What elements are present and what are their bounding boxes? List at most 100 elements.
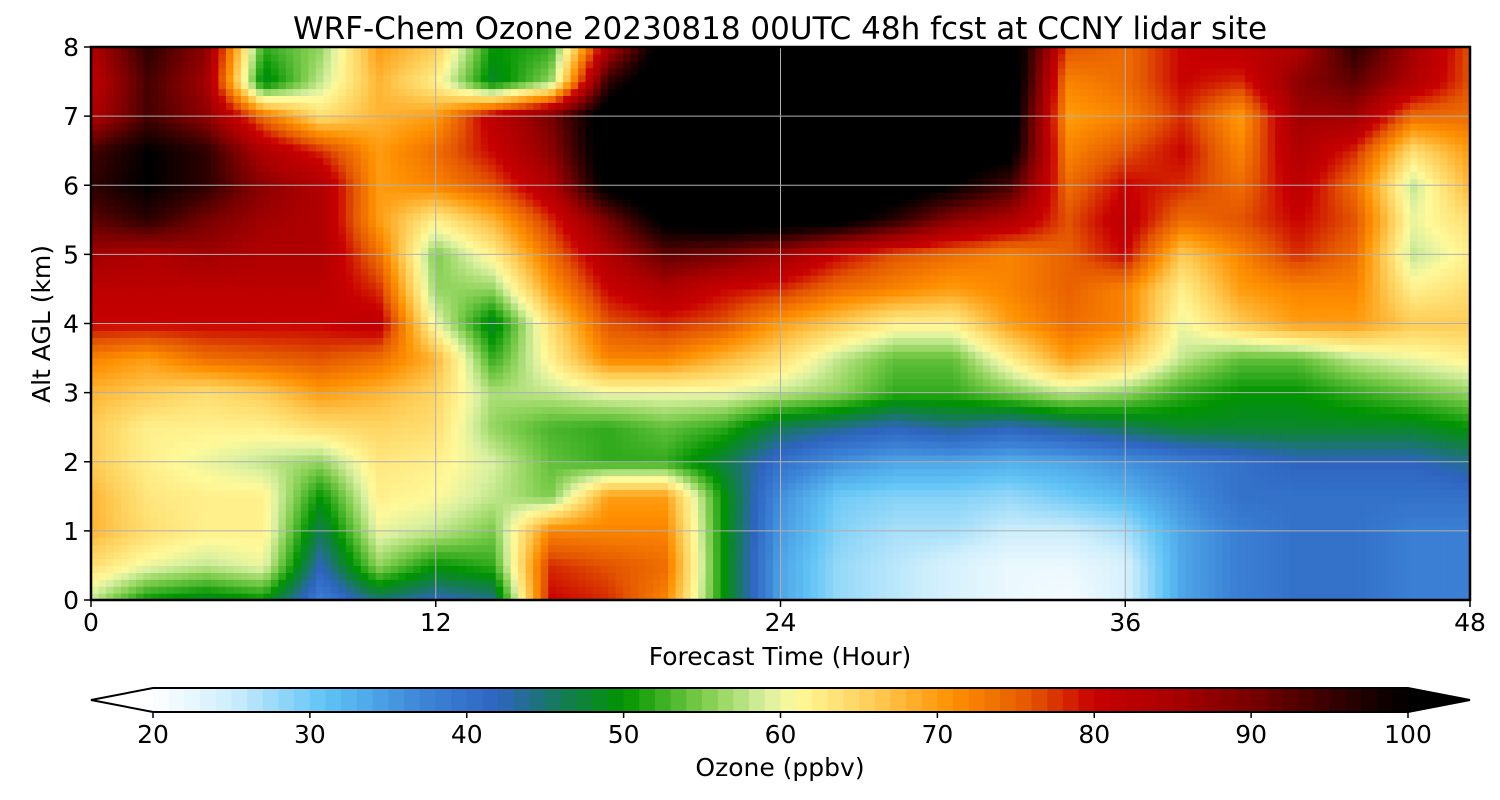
heatmap-cell — [691, 462, 699, 470]
heatmap-cell — [676, 489, 684, 497]
heatmap-cell — [1103, 476, 1111, 484]
heatmap-cell — [691, 565, 699, 573]
heatmap-cell — [878, 434, 886, 442]
heatmap-cell — [751, 545, 759, 553]
heatmap-cell — [1133, 496, 1141, 504]
heatmap-cell — [1103, 455, 1111, 463]
heatmap-cell — [1238, 572, 1246, 580]
heatmap-cell — [406, 538, 414, 546]
heatmap-cell — [1140, 462, 1148, 470]
heatmap-cell — [173, 420, 181, 428]
heatmap-cell — [271, 538, 279, 546]
heatmap-cell — [548, 579, 556, 587]
heatmap-cell — [151, 413, 159, 421]
heatmap-cell — [1043, 413, 1051, 421]
heatmap-cell — [1230, 579, 1238, 587]
heatmap-cell — [781, 538, 789, 546]
heatmap-cell — [203, 496, 211, 504]
heatmap-cell — [1440, 469, 1448, 477]
heatmap-cell — [1170, 482, 1178, 490]
heatmap-cell — [795, 427, 803, 435]
heatmap-cell — [855, 462, 863, 470]
heatmap-cell — [1200, 427, 1208, 435]
heatmap-cell — [773, 503, 781, 511]
heatmap-cell — [1185, 455, 1193, 463]
heatmap-cell — [1410, 586, 1418, 594]
heatmap-cell — [1133, 565, 1141, 573]
heatmap-cell — [451, 469, 459, 477]
heatmap-cell — [1448, 427, 1456, 435]
heatmap-cell — [406, 420, 414, 428]
heatmap-cell — [945, 455, 953, 463]
heatmap-cell — [1230, 503, 1238, 511]
heatmap-cell — [751, 552, 759, 560]
heatmap-cell — [98, 434, 106, 442]
heatmap-cell — [908, 413, 916, 421]
heatmap-cell — [1133, 476, 1141, 484]
heatmap-cell — [1320, 476, 1328, 484]
heatmap-cell — [1095, 462, 1103, 470]
heatmap-cell — [601, 565, 609, 573]
heatmap-cell — [683, 552, 691, 560]
heatmap-cell — [751, 489, 759, 497]
heatmap-cell — [713, 531, 721, 539]
heatmap-cell — [136, 489, 144, 497]
heatmap-cell — [121, 559, 129, 567]
heatmap-cell — [1020, 489, 1028, 497]
heatmap-cell — [428, 565, 436, 573]
heatmap-cell — [496, 413, 504, 421]
heatmap-cell — [1215, 427, 1223, 435]
heatmap-cell — [1418, 489, 1426, 497]
heatmap-cell — [256, 482, 264, 490]
heatmap-cell — [106, 434, 114, 442]
heatmap-cell — [353, 427, 361, 435]
heatmap-cell — [601, 462, 609, 470]
heatmap-cell — [466, 476, 474, 484]
heatmap-cell — [908, 565, 916, 573]
heatmap-cell — [1388, 434, 1396, 442]
heatmap-cell — [848, 579, 856, 587]
heatmap-cell — [571, 572, 579, 580]
heatmap-cell — [151, 559, 159, 567]
heatmap-cell — [1365, 572, 1373, 580]
heatmap-cell — [795, 552, 803, 560]
heatmap-cell — [473, 531, 481, 539]
heatmap-cell — [1223, 559, 1231, 567]
heatmap-cell — [1320, 510, 1328, 518]
heatmap-cell — [503, 579, 511, 587]
heatmap-cell — [1238, 531, 1246, 539]
heatmap-cell — [541, 455, 549, 463]
heatmap-cell — [578, 496, 586, 504]
heatmap-cell — [1080, 420, 1088, 428]
heatmap-cell — [1088, 517, 1096, 525]
heatmap-cell — [526, 434, 534, 442]
heatmap-cell — [1350, 552, 1358, 560]
heatmap-cell — [758, 462, 766, 470]
heatmap-cell — [698, 531, 706, 539]
heatmap-cell — [218, 545, 226, 553]
heatmap-cell — [833, 579, 841, 587]
heatmap-cell — [361, 434, 369, 442]
heatmap-cell — [218, 469, 226, 477]
heatmap-cell — [331, 565, 339, 573]
heatmap-cell — [278, 482, 286, 490]
heatmap-cell — [158, 413, 166, 421]
heatmap-cell — [271, 531, 279, 539]
heatmap-cell — [818, 496, 826, 504]
heatmap-cell — [1373, 496, 1381, 504]
heatmap-cell — [1080, 496, 1088, 504]
heatmap-cell — [698, 552, 706, 560]
heatmap-cell — [488, 579, 496, 587]
heatmap-cell — [398, 552, 406, 560]
heatmap-cell — [541, 545, 549, 553]
heatmap-cell — [128, 572, 136, 580]
heatmap-cell — [203, 503, 211, 511]
heatmap-cell — [1440, 586, 1448, 594]
heatmap-cell — [271, 462, 279, 470]
heatmap-cell — [1455, 538, 1463, 546]
heatmap-cell — [616, 455, 624, 463]
heatmap-cell — [271, 476, 279, 484]
heatmap-cell — [188, 531, 196, 539]
heatmap-cell — [638, 441, 646, 449]
heatmap-cell — [526, 517, 534, 525]
